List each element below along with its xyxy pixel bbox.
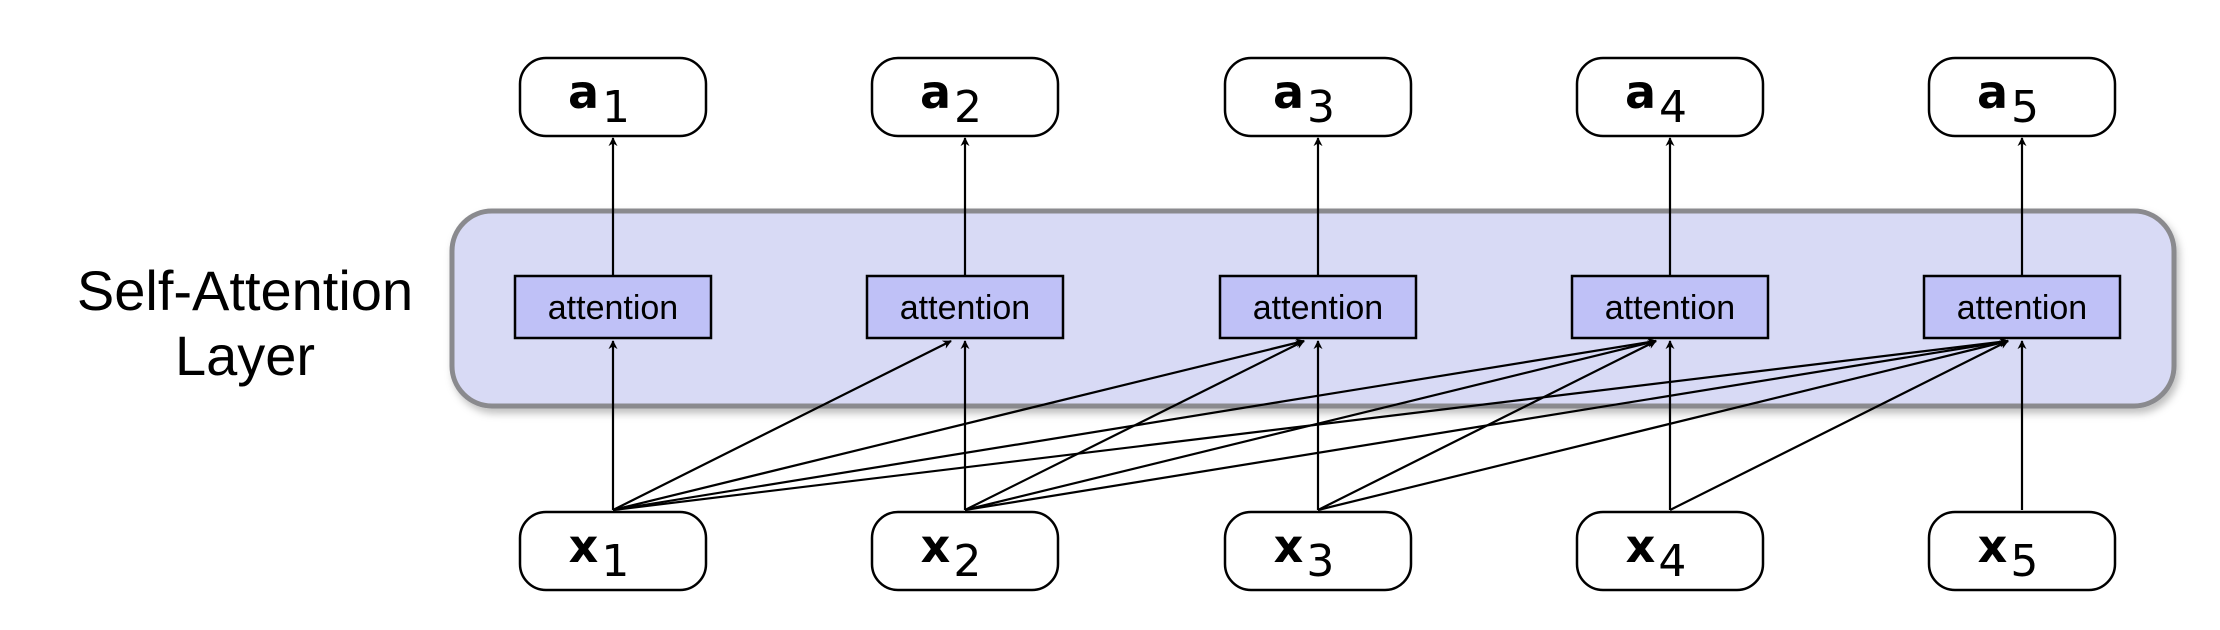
output-node-label: a1 xyxy=(568,65,630,133)
layer-label-line1: Self-Attention xyxy=(77,259,413,322)
input-node-4: x4 xyxy=(1575,510,1765,592)
attention-box-4: attention xyxy=(1570,274,1770,340)
input-node-label: x1 xyxy=(569,519,630,587)
output-node-label: a4 xyxy=(1625,65,1687,133)
attention-box-1: attention xyxy=(513,274,713,340)
output-node-4: a4 xyxy=(1575,56,1765,138)
input-node-2: x2 xyxy=(870,510,1060,592)
input-node-1: x1 xyxy=(518,510,708,592)
output-nodes: a1 a2 a3 a4 a5 xyxy=(518,56,2117,138)
input-node-label: x2 xyxy=(921,519,982,587)
output-node-label: a2 xyxy=(920,65,982,133)
output-node-2: a2 xyxy=(870,56,1060,138)
attention-box-3: attention xyxy=(1218,274,1418,340)
output-node-1: a1 xyxy=(518,56,708,138)
output-node-3: a3 xyxy=(1223,56,1413,138)
layer-label-line2: Layer xyxy=(175,324,315,387)
input-node-label: x3 xyxy=(1274,519,1335,587)
edge-x1-to-attention3 xyxy=(612,338,1305,512)
attention-label: attention xyxy=(548,289,678,327)
attention-box-2: attention xyxy=(865,274,1065,340)
input-node-3: x3 xyxy=(1223,510,1413,592)
input-node-label: x4 xyxy=(1626,519,1687,587)
edge-x2-to-attention4 xyxy=(964,338,1657,512)
attention-box-5: attention xyxy=(1922,274,2122,340)
edge-x2-to-attention3 xyxy=(964,340,1305,511)
edge-x4-to-attention5 xyxy=(1669,340,2009,511)
attention-label: attention xyxy=(1253,289,1383,327)
attention-label: attention xyxy=(1957,289,2087,327)
input-node-5: x5 xyxy=(1927,510,2117,592)
edge-x1-to-attention2 xyxy=(612,340,952,511)
output-node-label: a5 xyxy=(1977,65,2039,133)
connection-arrows xyxy=(608,137,2027,512)
edge-x3-to-attention4 xyxy=(1317,340,1657,511)
attention-label: attention xyxy=(1605,289,1735,327)
output-node-label: a3 xyxy=(1273,65,1335,133)
output-node-5: a5 xyxy=(1927,56,2117,138)
attention-boxes: attention attention attention attention atte… xyxy=(513,274,2122,340)
edge-x3-to-attention5 xyxy=(1317,338,2009,512)
input-node-label: x5 xyxy=(1978,519,2039,587)
attention-label: attention xyxy=(900,289,1030,327)
input-nodes: x1 x2 x3 x4 x5 xyxy=(518,510,2117,592)
